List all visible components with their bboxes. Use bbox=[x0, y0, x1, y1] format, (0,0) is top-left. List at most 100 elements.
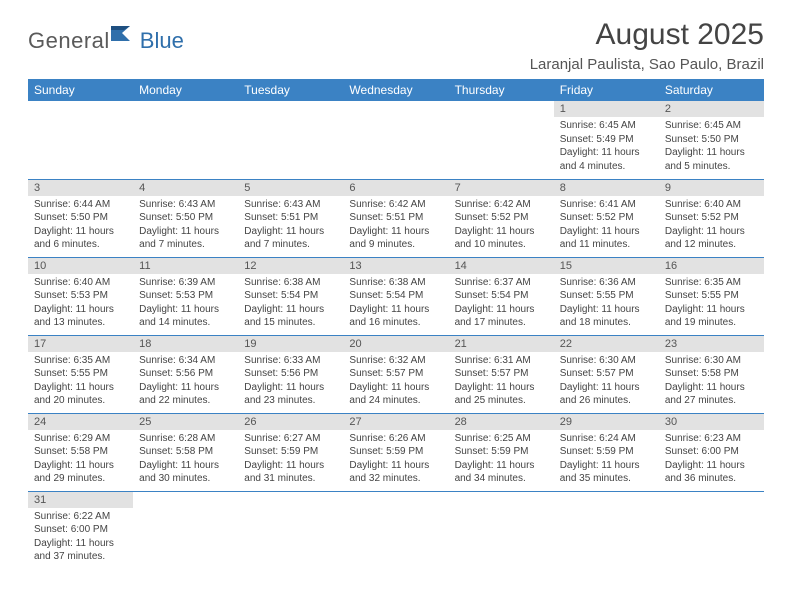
daylight-text: Daylight: 11 hours and 34 minutes. bbox=[455, 459, 548, 486]
calendar-cell bbox=[343, 101, 448, 179]
calendar-cell: 3Sunrise: 6:44 AMSunset: 5:50 PMDaylight… bbox=[28, 179, 133, 257]
weekday-header: Thursday bbox=[449, 79, 554, 101]
calendar-cell: 21Sunrise: 6:31 AMSunset: 5:57 PMDayligh… bbox=[449, 335, 554, 413]
page: General Blue August 2025 Laranjal Paulis… bbox=[0, 0, 792, 569]
daylight-text: Daylight: 11 hours and 18 minutes. bbox=[560, 303, 653, 330]
sunrise-text: Sunrise: 6:25 AM bbox=[455, 432, 548, 446]
weekday-header: Monday bbox=[133, 79, 238, 101]
daylight-text: Daylight: 11 hours and 24 minutes. bbox=[349, 381, 442, 408]
day-number: 10 bbox=[28, 258, 133, 274]
sunset-text: Sunset: 5:52 PM bbox=[665, 211, 758, 225]
day-content: Sunrise: 6:23 AMSunset: 6:00 PMDaylight:… bbox=[659, 430, 764, 490]
sunset-text: Sunset: 6:00 PM bbox=[665, 445, 758, 459]
calendar-cell: 11 Sunrise: 6:39 AMSunset: 5:53 PMDayligh… bbox=[133, 257, 238, 335]
day-number: 4 bbox=[133, 180, 238, 196]
weekday-header: Wednesday bbox=[343, 79, 448, 101]
day-content: Sunrise: 6:26 AMSunset: 5:59 PMDaylight:… bbox=[343, 430, 448, 490]
calendar-cell: 27Sunrise: 6:26 AMSunset: 5:59 PMDayligh… bbox=[343, 413, 448, 491]
calendar-cell: 8Sunrise: 6:41 AMSunset: 5:52 PMDaylight… bbox=[554, 179, 659, 257]
daylight-text: Daylight: 11 hours and 30 minutes. bbox=[139, 459, 232, 486]
day-content: Sunrise: 6:43 AMSunset: 5:51 PMDaylight:… bbox=[238, 196, 343, 256]
sunrise-text: Sunrise: 6:40 AM bbox=[34, 276, 127, 290]
calendar-cell: 6Sunrise: 6:42 AMSunset: 5:51 PMDaylight… bbox=[343, 179, 448, 257]
calendar-cell: 30Sunrise: 6:23 AMSunset: 6:00 PMDayligh… bbox=[659, 413, 764, 491]
sunrise-text: Sunrise: 6:26 AM bbox=[349, 432, 442, 446]
daylight-text: Daylight: 11 hours and 9 minutes. bbox=[349, 225, 442, 252]
title-block: August 2025 Laranjal Paulista, Sao Paulo… bbox=[530, 18, 764, 73]
calendar-cell: 1Sunrise: 6:45 AMSunset: 5:49 PMDaylight… bbox=[554, 101, 659, 179]
calendar-cell: 25Sunrise: 6:28 AMSunset: 5:58 PMDayligh… bbox=[133, 413, 238, 491]
sunset-text: Sunset: 5:50 PM bbox=[665, 133, 758, 147]
day-content: Sunrise: 6:36 AMSunset: 5:55 PMDaylight:… bbox=[554, 274, 659, 334]
calendar-cell: 16Sunrise: 6:35 AMSunset: 5:55 PMDayligh… bbox=[659, 257, 764, 335]
daylight-text: Daylight: 11 hours and 7 minutes. bbox=[244, 225, 337, 252]
day-content: Sunrise: 6:38 AMSunset: 5:54 PMDaylight:… bbox=[238, 274, 343, 334]
day-content: Sunrise: 6:25 AMSunset: 5:59 PMDaylight:… bbox=[449, 430, 554, 490]
day-content: Sunrise: 6:42 AMSunset: 5:52 PMDaylight:… bbox=[449, 196, 554, 256]
day-number: 14 bbox=[449, 258, 554, 274]
sunset-text: Sunset: 5:55 PM bbox=[34, 367, 127, 381]
daylight-text: Daylight: 11 hours and 7 minutes. bbox=[139, 225, 232, 252]
daylight-text: Daylight: 11 hours and 16 minutes. bbox=[349, 303, 442, 330]
sunset-text: Sunset: 5:58 PM bbox=[665, 367, 758, 381]
daylight-text: Daylight: 11 hours and 10 minutes. bbox=[455, 225, 548, 252]
day-content: Sunrise: 6:32 AMSunset: 5:57 PMDaylight:… bbox=[343, 352, 448, 412]
sunset-text: Sunset: 5:55 PM bbox=[560, 289, 653, 303]
daylight-text: Daylight: 11 hours and 20 minutes. bbox=[34, 381, 127, 408]
day-content: Sunrise: 6:35 AMSunset: 5:55 PMDaylight:… bbox=[659, 274, 764, 334]
day-number: 31 bbox=[28, 492, 133, 508]
day-content: Sunrise: 6:33 AMSunset: 5:56 PMDaylight:… bbox=[238, 352, 343, 412]
daylight-text: Daylight: 11 hours and 19 minutes. bbox=[665, 303, 758, 330]
sunrise-text: Sunrise: 6:27 AM bbox=[244, 432, 337, 446]
calendar-cell: 18Sunrise: 6:34 AMSunset: 5:56 PMDayligh… bbox=[133, 335, 238, 413]
calendar-cell: 10Sunrise: 6:40 AMSunset: 5:53 PMDayligh… bbox=[28, 257, 133, 335]
sunrise-text: Sunrise: 6:39 AM bbox=[139, 276, 232, 290]
sunrise-text: Sunrise: 6:35 AM bbox=[665, 276, 758, 290]
day-content: Sunrise: 6:43 AMSunset: 5:50 PMDaylight:… bbox=[133, 196, 238, 256]
weekday-header: Saturday bbox=[659, 79, 764, 101]
daylight-text: Daylight: 11 hours and 11 minutes. bbox=[560, 225, 653, 252]
day-number: 16 bbox=[659, 258, 764, 274]
sunset-text: Sunset: 5:51 PM bbox=[349, 211, 442, 225]
sunset-text: Sunset: 5:56 PM bbox=[244, 367, 337, 381]
sunset-text: Sunset: 5:53 PM bbox=[139, 289, 232, 303]
day-number: 9 bbox=[659, 180, 764, 196]
day-number: 15 bbox=[554, 258, 659, 274]
daylight-text: Daylight: 11 hours and 23 minutes. bbox=[244, 381, 337, 408]
daylight-text: Daylight: 11 hours and 27 minutes. bbox=[665, 381, 758, 408]
day-number: 7 bbox=[449, 180, 554, 196]
sunrise-text: Sunrise: 6:37 AM bbox=[455, 276, 548, 290]
calendar-row: 10Sunrise: 6:40 AMSunset: 5:53 PMDayligh… bbox=[28, 257, 764, 335]
calendar-cell: 14Sunrise: 6:37 AMSunset: 5:54 PMDayligh… bbox=[449, 257, 554, 335]
sunrise-text: Sunrise: 6:28 AM bbox=[139, 432, 232, 446]
sunset-text: Sunset: 5:59 PM bbox=[560, 445, 653, 459]
sunrise-text: Sunrise: 6:42 AM bbox=[455, 198, 548, 212]
sunrise-text: Sunrise: 6:33 AM bbox=[244, 354, 337, 368]
sunrise-text: Sunrise: 6:43 AM bbox=[244, 198, 337, 212]
sunset-text: Sunset: 5:56 PM bbox=[139, 367, 232, 381]
day-content: Sunrise: 6:40 AMSunset: 5:53 PMDaylight:… bbox=[28, 274, 133, 334]
calendar-cell bbox=[449, 101, 554, 179]
calendar-row: 3Sunrise: 6:44 AMSunset: 5:50 PMDaylight… bbox=[28, 179, 764, 257]
day-number: 2 bbox=[659, 101, 764, 117]
day-content: Sunrise: 6:30 AMSunset: 5:58 PMDaylight:… bbox=[659, 352, 764, 412]
calendar-cell: 28Sunrise: 6:25 AMSunset: 5:59 PMDayligh… bbox=[449, 413, 554, 491]
calendar-cell: 4Sunrise: 6:43 AMSunset: 5:50 PMDaylight… bbox=[133, 179, 238, 257]
sunset-text: Sunset: 5:54 PM bbox=[349, 289, 442, 303]
location: Laranjal Paulista, Sao Paulo, Brazil bbox=[530, 56, 764, 73]
daylight-text: Daylight: 11 hours and 25 minutes. bbox=[455, 381, 548, 408]
calendar-row: 31Sunrise: 6:22 AMSunset: 6:00 PMDayligh… bbox=[28, 491, 764, 569]
day-number: 17 bbox=[28, 336, 133, 352]
day-number: 11 bbox=[133, 258, 238, 274]
daylight-text: Daylight: 11 hours and 14 minutes. bbox=[139, 303, 232, 330]
sunset-text: Sunset: 5:58 PM bbox=[34, 445, 127, 459]
calendar-body: 1Sunrise: 6:45 AMSunset: 5:49 PMDaylight… bbox=[28, 101, 764, 569]
daylight-text: Daylight: 11 hours and 35 minutes. bbox=[560, 459, 653, 486]
daylight-text: Daylight: 11 hours and 32 minutes. bbox=[349, 459, 442, 486]
calendar-cell bbox=[238, 101, 343, 179]
sunrise-text: Sunrise: 6:41 AM bbox=[560, 198, 653, 212]
day-number: 26 bbox=[238, 414, 343, 430]
day-number: 18 bbox=[133, 336, 238, 352]
calendar-cell: 26Sunrise: 6:27 AMSunset: 5:59 PMDayligh… bbox=[238, 413, 343, 491]
day-number: 1 bbox=[554, 101, 659, 117]
